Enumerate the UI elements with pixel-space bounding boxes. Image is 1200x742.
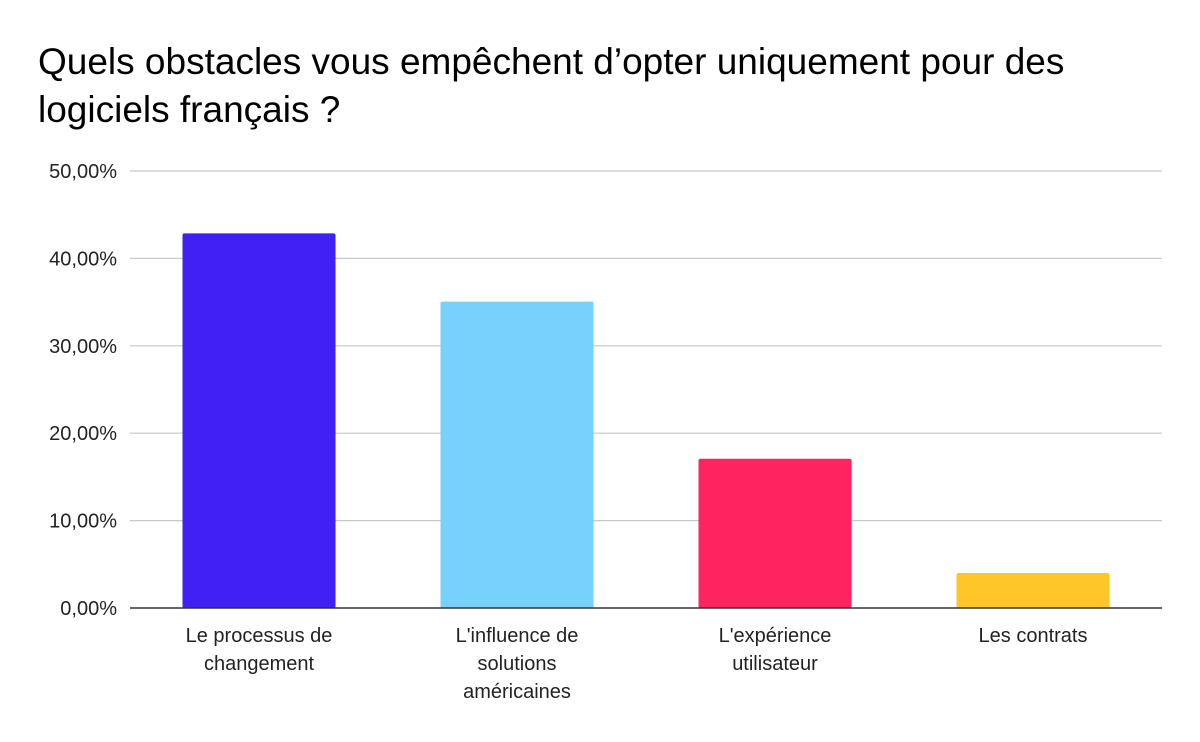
x-tick-label-line: Le processus de [186,625,333,647]
x-tick-label: L'expérience utilisateur [719,625,832,675]
x-tick-label-line: L'influence de [456,625,579,647]
x-tick-label: Le processus de changement [186,625,333,675]
y-axis-ticks: 0,00% 10,00% 20,00% 30,00% 40,00% 50,00% [49,161,117,620]
bar [440,301,594,608]
x-tick-label: L'influence de solutions américaines [456,625,579,703]
x-tick-label-line: utilisateur [732,653,818,675]
x-tick-label-line: changement [204,653,315,675]
bars [182,233,1110,608]
chart-title: Quels obstacles vous empêchent d’opter u… [38,41,1065,130]
x-tick-label-line: Les contrats [979,625,1088,647]
x-tick-label-line: L'expérience [719,625,832,647]
x-axis-ticks: Le processus de changement L'influence de s… [186,625,1088,703]
y-tick-label: 50,00% [49,161,117,183]
bar [182,233,336,608]
x-tick-label: Les contrats [979,625,1088,647]
y-tick-label: 0,00% [60,598,117,620]
bar [698,458,852,608]
y-tick-label: 10,00% [49,511,117,533]
x-tick-label-line: solutions [478,653,557,675]
y-tick-label: 20,00% [49,423,117,445]
y-tick-label: 30,00% [49,336,117,358]
x-tick-label-line: américaines [463,681,571,703]
bar [956,573,1110,608]
y-tick-label: 40,00% [49,248,117,270]
